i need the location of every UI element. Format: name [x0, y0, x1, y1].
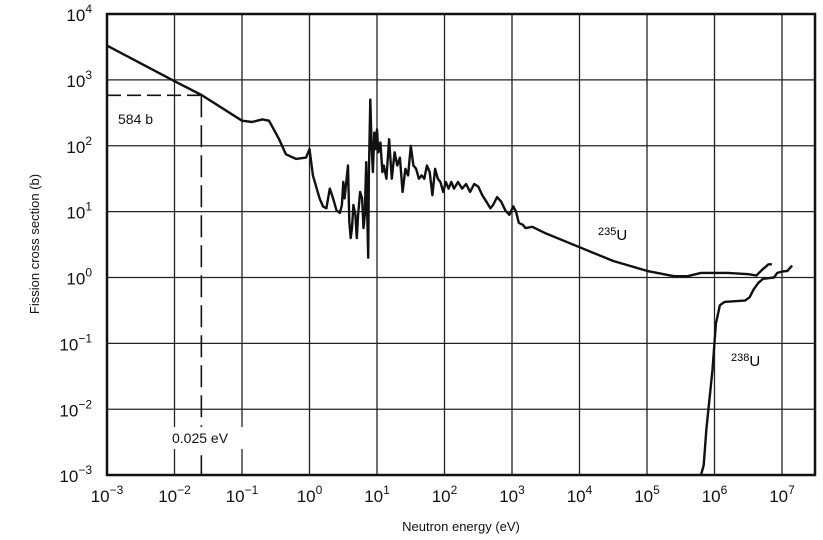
x-tick-label: 103 — [499, 483, 525, 506]
label-u235: 235U — [598, 226, 627, 244]
annotation-thermal-energy: 0.025 eV — [172, 430, 229, 446]
annotation-thermal-bg — [168, 427, 250, 449]
x-tick-label: 10−3 — [91, 483, 124, 506]
label-u238: 238U — [731, 352, 760, 370]
annotation-584b: 584 b — [118, 111, 153, 127]
y-tick-label: 104 — [66, 2, 92, 25]
reference-dashed-lines — [107, 94, 203, 475]
x-tick-label: 104 — [567, 483, 593, 506]
x-axis-title: Neutron energy (eV) — [402, 519, 520, 534]
x-tick-label: 107 — [769, 483, 795, 506]
y-tick-label: 100 — [66, 266, 92, 289]
x-tick-label: 100 — [297, 483, 323, 506]
y-tick-label: 103 — [66, 68, 92, 91]
x-axis-tick-labels: 10−3 10−2 10−1 100 101 102 103 104 105 106 107 — [91, 483, 795, 506]
x-tick-label: 101 — [364, 483, 390, 506]
plot-frame — [105, 12, 817, 477]
x-tick-label: 105 — [634, 483, 660, 506]
y-axis-title: Fission cross section (b) — [27, 174, 42, 314]
x-tick-label: 10−2 — [158, 483, 191, 506]
y-tick-label: 10−3 — [59, 463, 92, 486]
curve-238u — [699, 264, 793, 476]
curve-235u — [106, 44, 772, 278]
data-curves — [106, 44, 793, 476]
y-axis-tick-labels: 104 103 102 101 100 10−1 10−2 10−3 — [59, 2, 92, 486]
y-tick-label: 101 — [66, 200, 92, 223]
x-tick-label: 10−1 — [226, 483, 259, 506]
x-tick-label: 106 — [702, 483, 728, 506]
x-tick-label: 102 — [432, 483, 458, 506]
y-tick-label: 102 — [66, 134, 92, 157]
y-tick-label: 10−1 — [59, 331, 92, 354]
y-tick-label: 10−2 — [59, 397, 92, 420]
